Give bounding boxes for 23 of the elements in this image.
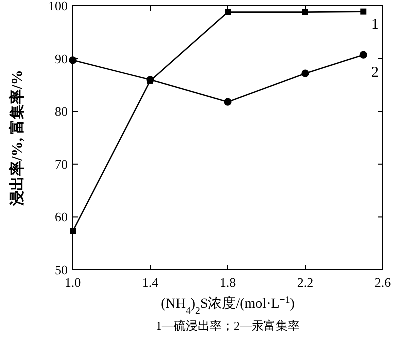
x-tick-label: 1.0 — [64, 275, 82, 290]
legend-label: 2 — [372, 65, 379, 82]
x-axis-title: (NH$_{4}$)$_{2}$S浓度/(mol·L$^{−1}$) — [161, 294, 296, 316]
x-tick-label: 1.8 — [220, 275, 236, 290]
y-tick-label: 60 — [55, 210, 68, 225]
point — [225, 9, 231, 16]
point — [360, 51, 368, 59]
series-label: 1 — [372, 16, 379, 33]
point — [360, 8, 367, 15]
point — [224, 98, 232, 106]
y-tick-label: 50 — [55, 262, 68, 278]
y-tick-label: 100 — [48, 0, 68, 14]
y-tick-label: 70 — [55, 156, 68, 172]
x-tick-label: 2.2 — [297, 275, 314, 290]
point — [302, 70, 310, 78]
x-tick-label: 2.6 — [374, 275, 392, 290]
text: 1—硫浸出率；2—汞富集率 — [156, 319, 300, 333]
point — [70, 228, 76, 234]
y-axis-title: 浸出率/%, 富集率/% — [8, 70, 26, 207]
y-tick-label: 90 — [55, 51, 68, 66]
point — [302, 9, 308, 16]
x-tick-label: 1.4 — [142, 275, 160, 290]
y-tick-label: 80 — [55, 104, 68, 120]
